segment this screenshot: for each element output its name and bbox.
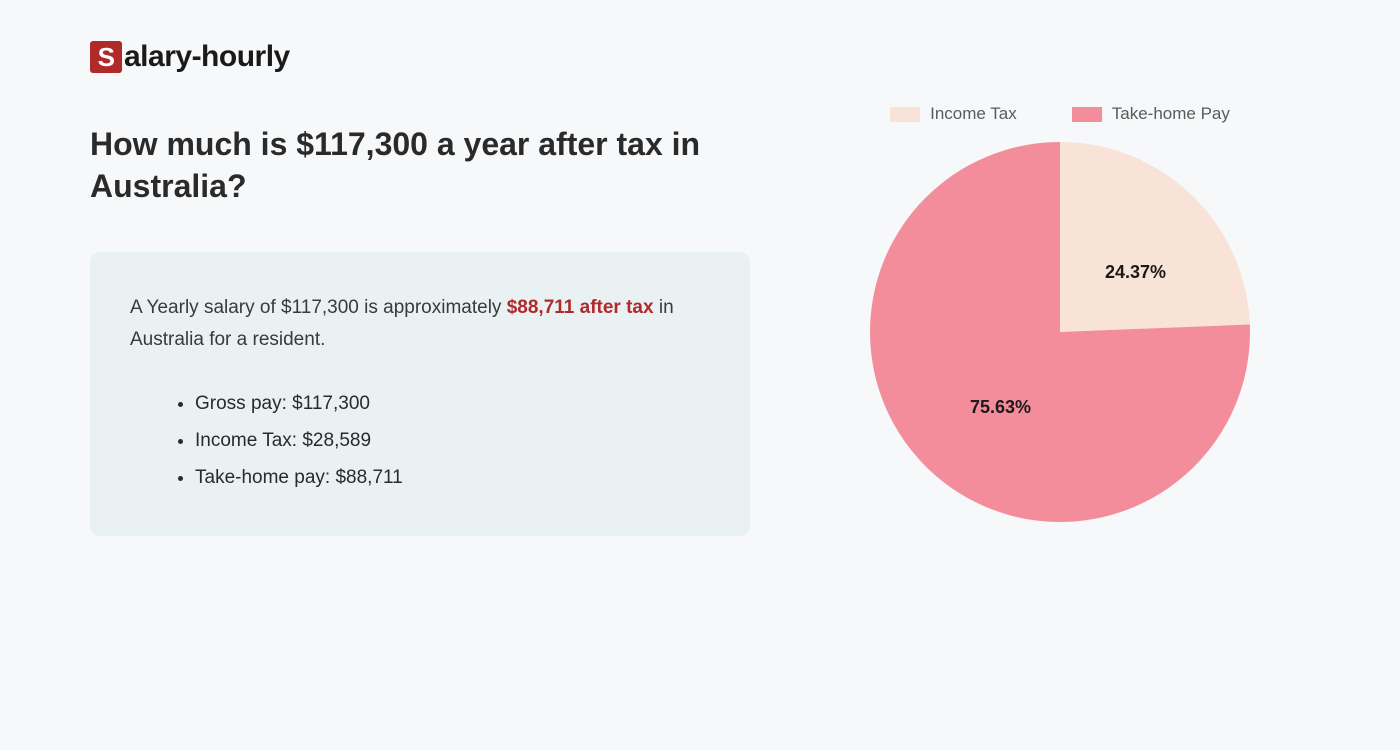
- chart-legend: Income Tax Take-home Pay: [890, 104, 1230, 124]
- legend-item: Take-home Pay: [1072, 104, 1230, 124]
- chart-panel: Income Tax Take-home Pay 24.37% 75.63%: [810, 104, 1310, 536]
- list-item: Take-home pay: $88,711: [195, 459, 710, 496]
- slice-label: 75.63%: [970, 397, 1031, 418]
- legend-item: Income Tax: [890, 104, 1017, 124]
- logo-badge: S: [90, 41, 122, 73]
- page-title: How much is $117,300 a year after tax in…: [90, 124, 750, 207]
- breakdown-list: Gross pay: $117,300 Income Tax: $28,589 …: [130, 385, 710, 496]
- legend-label: Take-home Pay: [1112, 104, 1230, 124]
- list-item: Income Tax: $28,589: [195, 422, 710, 459]
- list-item: Gross pay: $117,300: [195, 385, 710, 422]
- legend-swatch: [890, 107, 920, 122]
- logo-text: alary-hourly: [124, 40, 290, 74]
- summary-text: A Yearly salary of $117,300 is approxima…: [130, 292, 710, 357]
- pie-chart: 24.37% 75.63%: [870, 142, 1250, 522]
- summary-highlight: $88,711 after tax: [507, 297, 654, 318]
- left-panel: How much is $117,300 a year after tax in…: [90, 124, 750, 536]
- summary-prefix: A Yearly salary of $117,300 is approxima…: [130, 297, 507, 318]
- slice-label: 24.37%: [1105, 262, 1166, 283]
- legend-swatch: [1072, 107, 1102, 122]
- summary-box: A Yearly salary of $117,300 is approxima…: [90, 252, 750, 536]
- legend-label: Income Tax: [930, 104, 1017, 124]
- pie-svg: [870, 142, 1250, 522]
- site-logo: Salary-hourly: [90, 40, 1310, 74]
